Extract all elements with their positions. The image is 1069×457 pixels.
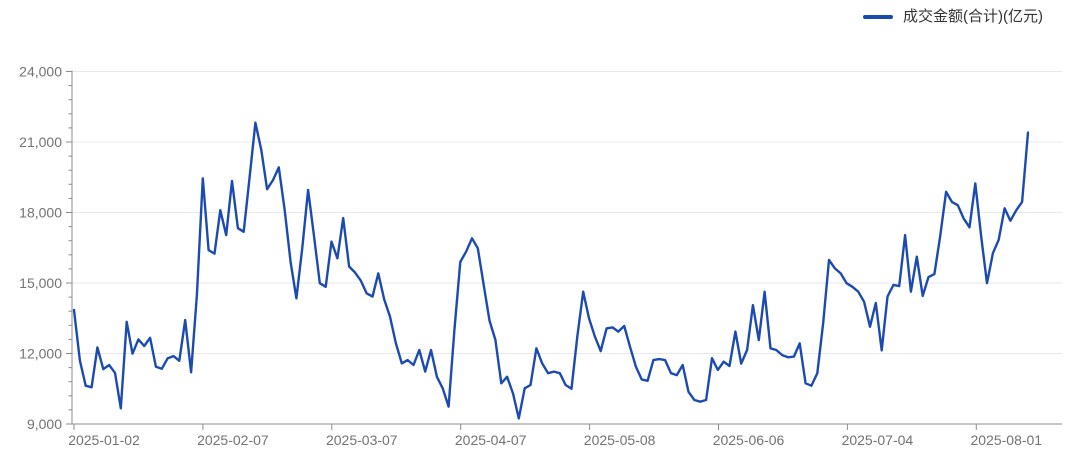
x-axis-label: 2025-01-02	[68, 432, 140, 448]
legend-line-swatch	[863, 15, 894, 19]
y-axis-label: 12,000	[19, 346, 62, 362]
y-axis-label: 9,000	[27, 416, 62, 432]
x-axis-label: 2025-08-01	[970, 432, 1042, 448]
y-axis-label: 21,000	[19, 134, 62, 150]
x-axis-label: 2025-02-07	[197, 432, 269, 448]
x-axis-label: 2025-03-07	[326, 432, 398, 448]
x-axis-label: 2025-06-06	[713, 432, 785, 448]
x-axis-label: 2025-05-08	[584, 432, 656, 448]
x-axis-label: 2025-04-07	[455, 432, 527, 448]
legend-label: 成交金额(合计)(亿元)	[903, 8, 1043, 25]
y-axis-label: 24,000	[19, 64, 62, 80]
y-axis-label: 18,000	[19, 205, 62, 221]
series-line-turnover	[72, 121, 1030, 420]
y-axis-label: 15,000	[19, 275, 62, 291]
legend-item[interactable]: 成交金额(合计)(亿元)	[863, 8, 1043, 26]
x-axis-label: 2025-07-04	[842, 432, 914, 448]
